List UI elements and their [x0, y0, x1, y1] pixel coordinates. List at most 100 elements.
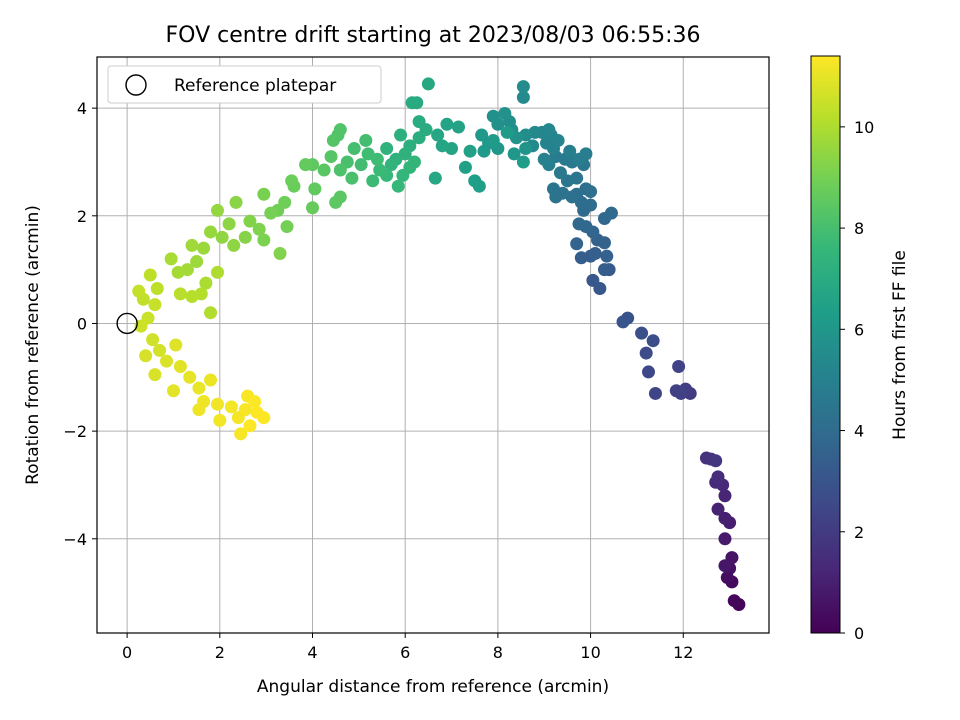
data-point — [669, 384, 683, 398]
colorbar-tick-label: 6 — [854, 320, 864, 339]
data-point — [709, 454, 723, 468]
x-tick-label: 0 — [122, 643, 132, 662]
data-point — [639, 346, 653, 360]
data-point — [451, 120, 465, 134]
data-point — [183, 370, 197, 384]
data-point — [584, 185, 598, 199]
data-point — [215, 230, 229, 244]
data-point — [574, 251, 588, 265]
data-point — [586, 273, 600, 287]
y-tick-label: 2 — [77, 207, 87, 226]
data-point — [148, 298, 162, 312]
x-tick-label: 8 — [493, 643, 503, 662]
data-point — [718, 559, 732, 573]
x-tick-label: 4 — [307, 643, 317, 662]
y-tick-label: 0 — [77, 314, 87, 333]
data-point — [563, 144, 577, 158]
data-point — [498, 107, 512, 121]
data-point — [238, 230, 252, 244]
legend-marker — [125, 74, 147, 96]
y-tick-label: 4 — [77, 99, 87, 118]
data-point — [153, 343, 167, 357]
data-point — [248, 395, 262, 409]
y-axis-label: Rotation from reference (arcmin) — [23, 205, 43, 485]
data-point — [542, 123, 556, 137]
data-point — [333, 123, 347, 137]
data-point — [345, 171, 359, 185]
legend: Reference platepar — [107, 65, 382, 104]
data-point — [299, 158, 313, 172]
data-point — [234, 427, 248, 441]
data-point — [252, 222, 266, 236]
data-point — [642, 365, 656, 379]
data-point — [405, 96, 419, 110]
data-point — [192, 403, 206, 417]
data-point — [553, 166, 567, 180]
data-point — [317, 163, 331, 177]
data-point — [718, 489, 732, 503]
data-point — [243, 419, 257, 433]
data-point — [572, 152, 586, 166]
data-point — [718, 511, 732, 525]
chart-title: FOV centre drift starting at 2023/08/03 … — [166, 23, 701, 48]
data-point — [588, 246, 602, 260]
data-point — [169, 338, 183, 352]
data-point — [171, 265, 185, 279]
data-point — [546, 182, 560, 196]
data-point — [132, 284, 146, 298]
data-point — [333, 163, 347, 177]
data-point — [477, 144, 491, 158]
data-point — [407, 155, 421, 169]
reference-layer — [116, 312, 138, 335]
data-point — [324, 150, 338, 164]
reference-platepar-marker — [116, 312, 138, 335]
data-point — [440, 117, 454, 131]
data-point — [361, 147, 375, 161]
y-tick-label: −4 — [63, 530, 87, 549]
data-point — [570, 237, 584, 251]
data-points — [132, 77, 746, 611]
data-point — [500, 125, 514, 139]
data-point — [210, 203, 224, 217]
data-point — [190, 255, 204, 269]
data-point — [204, 306, 218, 320]
data-point — [229, 195, 243, 209]
x-tick-label: 10 — [580, 643, 600, 662]
data-point — [458, 160, 472, 174]
data-point — [308, 182, 322, 196]
data-point — [475, 128, 489, 142]
data-point — [486, 109, 500, 123]
data-point — [250, 405, 264, 419]
data-point — [143, 268, 157, 282]
data-point — [166, 384, 180, 398]
data-point — [396, 168, 410, 182]
colorbar-tick-label: 0 — [854, 624, 864, 643]
data-point — [711, 502, 725, 516]
data-point — [227, 238, 241, 252]
data-point — [359, 133, 373, 147]
data-point — [326, 133, 340, 147]
data-point — [572, 217, 586, 231]
x-tick-label: 2 — [215, 643, 225, 662]
data-point — [431, 128, 445, 142]
data-point — [146, 333, 160, 347]
data-point — [192, 381, 206, 395]
data-point — [185, 238, 199, 252]
data-point — [672, 360, 686, 374]
data-point — [366, 174, 380, 188]
colorbar-tick-label: 4 — [854, 422, 864, 441]
data-point — [139, 349, 153, 363]
plot-frame — [96, 56, 770, 634]
data-point — [173, 360, 187, 374]
data-point — [264, 206, 278, 220]
data-point — [600, 249, 614, 263]
colorbar: 0 2 4 6 8 10 Hours from first FF file — [810, 55, 910, 643]
y-axis-ticks: −4 −2 0 2 4 — [63, 99, 97, 549]
data-point — [373, 163, 387, 177]
data-point — [435, 139, 449, 153]
data-point — [516, 90, 530, 104]
data-point — [285, 174, 299, 188]
data-point — [243, 214, 257, 228]
data-point — [384, 158, 398, 172]
